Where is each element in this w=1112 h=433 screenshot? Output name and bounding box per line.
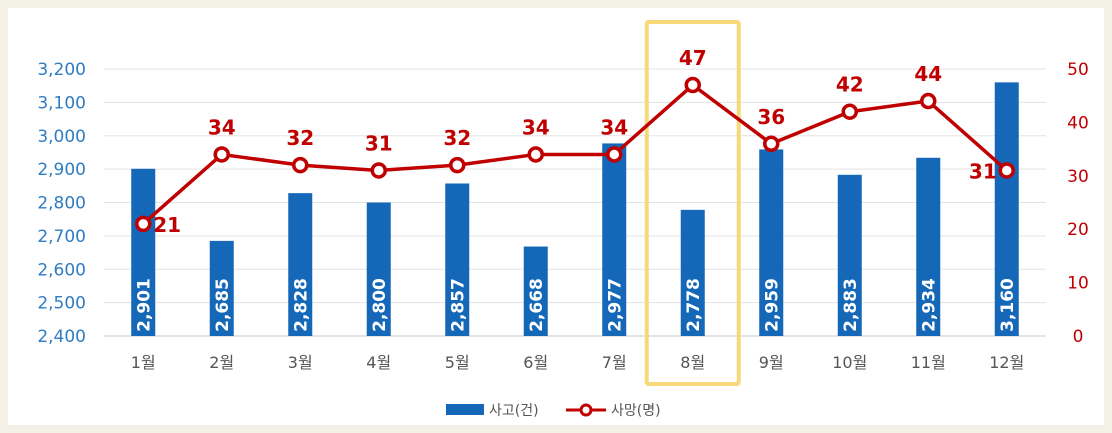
bar-data-label: 2,828: [291, 278, 311, 332]
legend-swatch-marker: [579, 403, 593, 417]
y-left-tick-label: 2,600: [37, 260, 86, 280]
line-point: [527, 146, 544, 163]
y-right-tick-label: 0: [1073, 327, 1084, 347]
legend-swatch-bar: [446, 404, 484, 415]
bar-data-label: 2,883: [841, 278, 861, 332]
x-tick-label: 11월: [911, 353, 946, 372]
x-axis: 1월 2월 3월 4월 5월 6월 7월 8월 9월 10월 11월 12월: [131, 353, 1025, 372]
line-data-label: 31: [969, 159, 997, 183]
bar-data-label: 2,959: [762, 278, 782, 332]
line-point: [998, 162, 1015, 179]
legend: 사고(건) 사망(명): [446, 403, 661, 419]
gridlines: [104, 68, 1046, 337]
line-data-label: 34: [522, 115, 550, 139]
y-left-tick-label: 2,800: [37, 194, 86, 214]
x-tick-label: 5월: [445, 353, 470, 372]
highlight-rect: [644, 20, 741, 386]
x-tick-label: 10월: [832, 353, 867, 372]
y-left-tick-label: 3,100: [37, 93, 86, 113]
line-point: [292, 156, 309, 174]
highlight-box: [644, 20, 741, 386]
bar: [994, 82, 1019, 336]
bar: [680, 209, 705, 336]
y-left-tick-label: 2,500: [37, 294, 86, 314]
line-data-label: 34: [600, 115, 628, 139]
x-tick-label: 12월: [989, 353, 1024, 372]
legend-label-bar: 사고(건): [489, 403, 539, 419]
line-point: [606, 146, 623, 163]
x-tick-label: 4월: [366, 353, 391, 372]
line-data-label: 34: [208, 115, 236, 139]
line-data-label: 32: [286, 126, 314, 150]
x-tick-label: 3월: [288, 353, 313, 372]
bar: [288, 193, 313, 336]
bar: [523, 246, 548, 336]
y-right-tick-label: 20: [1067, 220, 1089, 240]
line-point: [920, 92, 937, 110]
y-axis-left: 2,400 2,500 2,600 2,700 2,800 2,900 3,000 3,100…: [37, 60, 86, 347]
bar-data-label: 3,160: [998, 278, 1018, 332]
y-right-tick-label: 40: [1067, 113, 1089, 133]
bar: [209, 240, 234, 336]
bar: [131, 168, 156, 336]
bar: [759, 149, 784, 336]
bar-data-label: 2,685: [213, 278, 233, 332]
bar: [837, 174, 862, 336]
line-data-label: 44: [914, 62, 942, 86]
line-data-label: 47: [679, 46, 707, 70]
bar-labels: 2,901 2,685 2,828 2,800 2,857 2,668 2,977 2,778…: [134, 278, 1018, 332]
line-point: [763, 135, 780, 153]
line-data-label: 21: [153, 213, 181, 237]
y-left-tick-label: 2,900: [37, 160, 86, 180]
bar-data-label: 2,778: [684, 278, 704, 332]
bar-data-label: 2,901: [134, 278, 154, 332]
line-data-label: 42: [836, 73, 864, 97]
y-left-tick-label: 3,200: [37, 60, 86, 80]
line-point: [370, 162, 387, 179]
line-point: [213, 146, 230, 163]
y-left-tick-label: 2,700: [37, 227, 86, 247]
line-path: [142, 83, 1008, 226]
line-data-label: 31: [365, 131, 393, 155]
x-tick-label: 6월: [523, 353, 548, 372]
y-axis-right: 0 10 20 30 40 50: [1067, 60, 1089, 347]
x-tick-label: 7월: [602, 353, 627, 372]
line-data-label: 32: [443, 126, 471, 150]
bar-data-label: 2,857: [448, 278, 468, 332]
y-right-tick-label: 30: [1067, 167, 1089, 187]
bar: [916, 157, 941, 336]
y-left-tick-label: 3,000: [37, 127, 86, 147]
bar: [445, 183, 470, 336]
x-tick-label: 2월: [209, 353, 234, 372]
x-tick-label: 8월: [680, 353, 705, 372]
line-series: [135, 76, 1015, 233]
bar-data-label: 2,934: [919, 278, 939, 332]
y-right-tick-label: 50: [1067, 60, 1089, 80]
line-point: [449, 156, 466, 174]
bar: [602, 143, 627, 336]
line-labels: 21 34 32 31 32 34 34 47 36 42 44 31: [153, 46, 997, 237]
y-right-tick-label: 10: [1067, 274, 1089, 294]
x-tick-label: 1월: [131, 353, 156, 372]
line-point: [135, 215, 152, 233]
x-tick-label: 9월: [759, 353, 784, 372]
line-point: [841, 103, 858, 120]
line-point: [684, 76, 701, 94]
bar-data-label: 2,668: [527, 278, 547, 332]
bar-data-label: 2,800: [370, 278, 390, 332]
y-left-tick-label: 2,400: [37, 327, 86, 347]
bars: [131, 82, 1019, 336]
line-data-label: 36: [757, 105, 785, 129]
bar: [366, 202, 391, 336]
legend-label-line: 사망(명): [611, 403, 661, 419]
bar-data-label: 2,977: [605, 278, 625, 332]
